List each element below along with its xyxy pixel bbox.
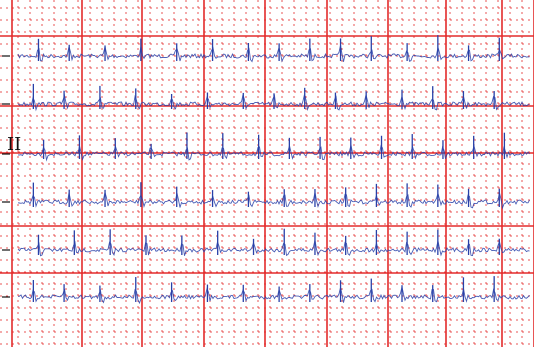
- calibration-marks: [2, 55, 10, 298]
- ecg-trace-1: [17, 45, 530, 63]
- ecg-trace-3: [17, 144, 530, 162]
- ecg-trace-4: [17, 191, 530, 210]
- ecg-trace-5: [17, 239, 530, 257]
- ecg-trace-6: [17, 286, 530, 305]
- ecg-traces: [17, 35, 530, 305]
